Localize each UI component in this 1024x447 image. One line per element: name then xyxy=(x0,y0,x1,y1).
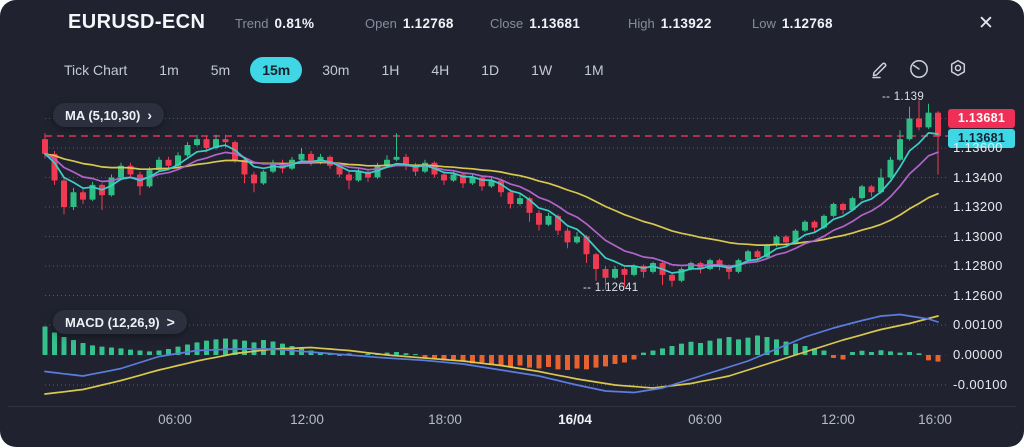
edit-icon[interactable] xyxy=(868,57,892,81)
chart-tools xyxy=(868,57,970,81)
tab-1d[interactable]: 1D xyxy=(481,62,500,78)
symbol-title: EURUSD-ECN xyxy=(68,11,206,33)
macd-indicator-pill[interactable]: MACD (12,26,9) > xyxy=(53,310,187,334)
time-tick: 12:00 xyxy=(821,412,855,427)
axis-divider xyxy=(8,406,1016,407)
macd-tick: 0.00000 xyxy=(953,347,1003,362)
tab-1m[interactable]: 1m xyxy=(159,62,179,78)
price-tick: 1.13400 xyxy=(953,169,1003,185)
macd-tick: -0.00100 xyxy=(953,377,1008,392)
ma-indicator-label: MA (5,10,30) xyxy=(65,107,141,123)
tab-1h[interactable]: 1H xyxy=(381,62,400,78)
macd-indicator-label: MACD (12,26,9) xyxy=(65,314,160,330)
current-price-badge: 1.13681 xyxy=(948,129,1015,148)
time-tick: 12:00 xyxy=(290,412,324,427)
chevron-right-icon: › xyxy=(147,107,153,123)
tab-tick-chart[interactable]: Tick Chart xyxy=(64,62,128,78)
time-tick: 06:00 xyxy=(688,412,722,427)
time-tick: 06:00 xyxy=(158,412,192,427)
close-button[interactable]: ✕ xyxy=(972,10,1000,38)
stat-open: Open 1.12768 xyxy=(365,16,454,31)
ma-indicator-pill[interactable]: MA (5,10,30) › xyxy=(53,103,165,127)
price-tick: 1.13000 xyxy=(953,228,1003,244)
tab-1w[interactable]: 1W xyxy=(531,62,553,78)
stat-close: Close 1.13681 xyxy=(490,16,581,31)
tab-30m[interactable]: 30m xyxy=(322,62,350,78)
settings-icon[interactable] xyxy=(946,57,970,81)
macd-tick: 0.00100 xyxy=(953,317,1003,332)
high-annotation: -- 1.139 xyxy=(882,91,925,103)
time-tick: 16:00 xyxy=(918,412,952,427)
price-tick: 1.13200 xyxy=(953,199,1003,214)
time-tick: 18:00 xyxy=(428,412,462,427)
price-tick: 1.13600 xyxy=(953,140,1003,155)
timeframe-tabs: Tick Chart 1m 5m 15m 30m 1H 4H 1D 1W 1M xyxy=(52,57,616,83)
gauge-icon[interactable] xyxy=(907,57,931,81)
price-tick: 1.12800 xyxy=(953,258,1003,273)
stat-trend: Trend 0.81% xyxy=(235,16,315,31)
stat-low: Low 1.12768 xyxy=(752,16,833,31)
price-tick: 1.12600 xyxy=(953,287,1003,303)
tab-15m[interactable]: 15m xyxy=(250,57,303,83)
stat-high: High 1.13922 xyxy=(628,16,712,31)
low-annotation: -- 1.12641 xyxy=(583,282,639,294)
tab-5m[interactable]: 5m xyxy=(210,62,231,78)
close-price-badge: 1.13681 xyxy=(948,109,1015,128)
tab-4h[interactable]: 4H xyxy=(431,62,450,78)
chevron-right-icon: > xyxy=(166,314,175,330)
tab-1m[interactable]: 1M xyxy=(584,62,604,78)
time-tick: 16/04 xyxy=(558,412,592,427)
